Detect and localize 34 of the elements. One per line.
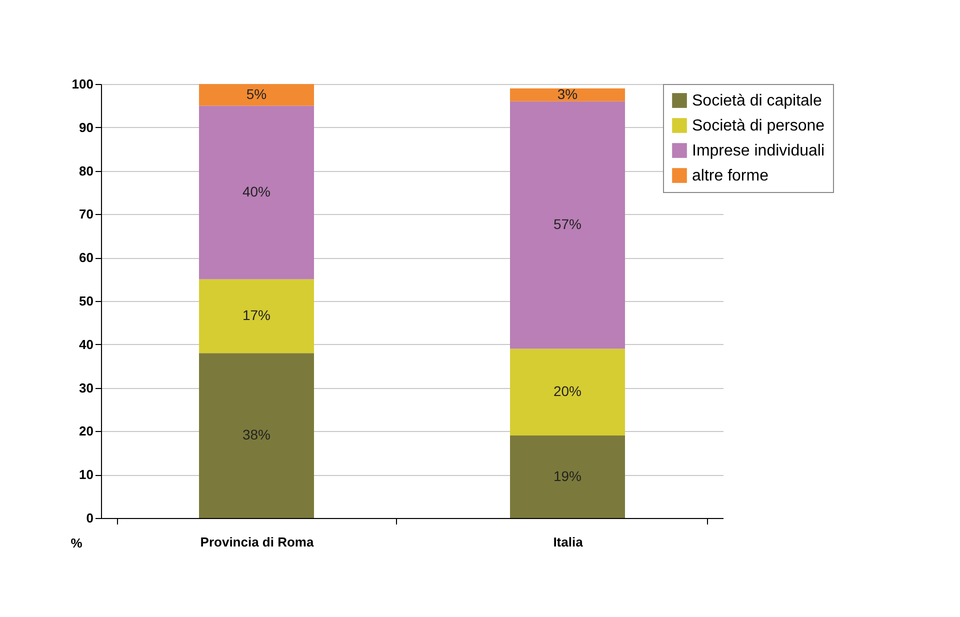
legend-label: Imprese individuali: [692, 142, 825, 160]
bar: [510, 101, 625, 349]
data-label: 40%: [242, 184, 271, 200]
data-label: 38%: [242, 426, 271, 443]
y-tick-label: 20: [79, 424, 94, 439]
bar: [199, 84, 314, 106]
y-tick-label: 30: [79, 380, 94, 396]
legend-label: altre forme: [692, 168, 769, 184]
y-tick-label: 80: [79, 163, 94, 178]
bar: [510, 88, 625, 102]
y-tick-label: 100: [72, 76, 94, 92]
data-label: 20%: [553, 383, 582, 400]
data-label: 57%: [553, 216, 582, 232]
bar: [510, 436, 625, 518]
y-tick-label: 90: [79, 120, 94, 135]
legend-label: Società di capitale: [692, 92, 822, 110]
y-tick-label: 10: [79, 467, 94, 482]
y-tick-label: 0: [86, 510, 94, 526]
data-label: 3%: [557, 86, 578, 102]
data-label: 5%: [246, 86, 267, 102]
y-tick-label: 70: [79, 206, 94, 222]
x-tick-label: Italia: [553, 534, 584, 550]
y-tick-label: 50: [79, 294, 94, 308]
y-tick-label: 40: [79, 336, 94, 352]
data-label: 17%: [242, 307, 271, 324]
bar: [199, 279, 314, 354]
bar: [199, 106, 314, 280]
y-tick-label: 60: [79, 250, 94, 266]
x-tick-label: Provincia di Roma: [200, 534, 314, 550]
data-label: 19%: [553, 468, 582, 484]
legend-label: Società di persone: [692, 118, 825, 134]
bar: [510, 348, 625, 436]
bar: [199, 353, 314, 518]
y-axis-title: %: [70, 536, 83, 550]
